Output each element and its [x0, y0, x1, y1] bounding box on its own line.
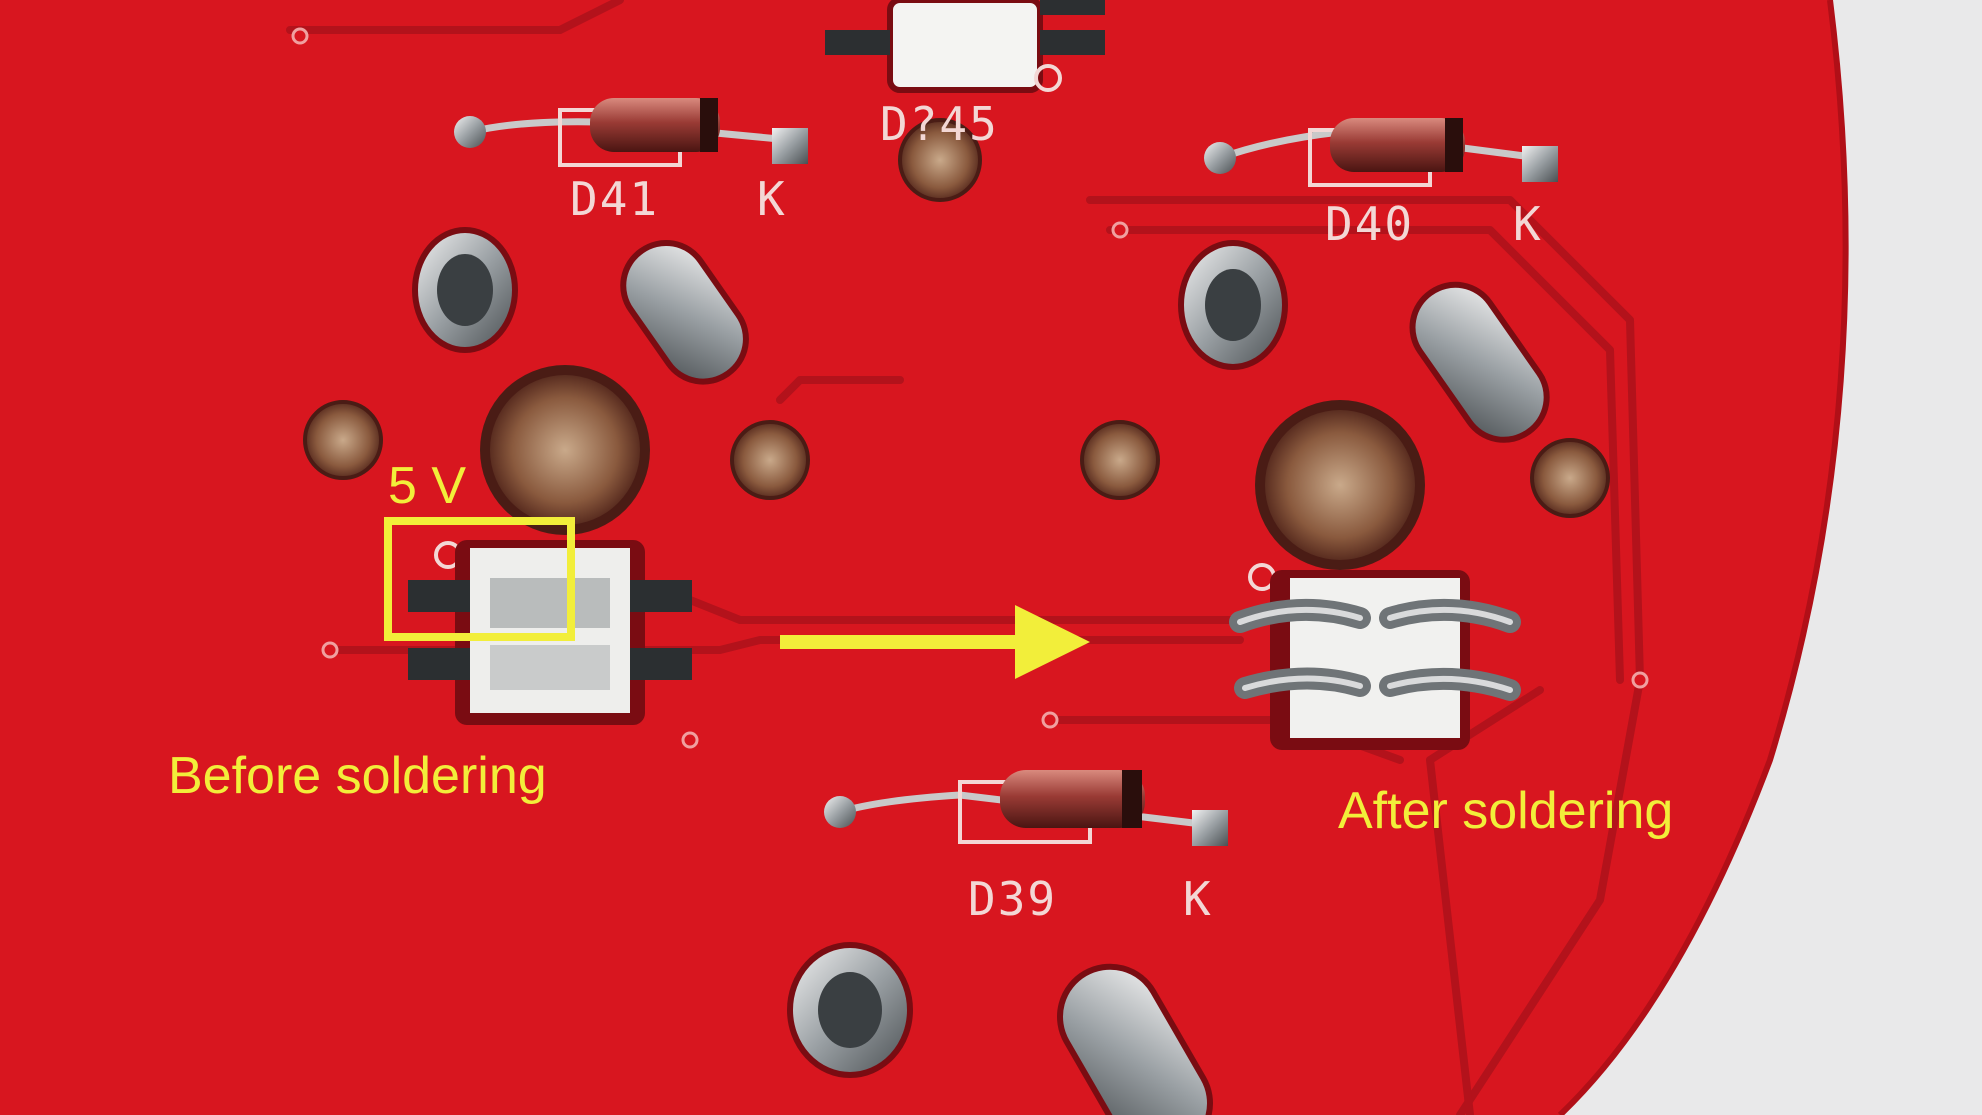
pcb-holes [303, 118, 1610, 570]
silk-d40: D40 [1325, 197, 1414, 251]
diode-d41 [454, 98, 808, 167]
arrow-annotation [780, 605, 1090, 679]
before-soldering-label: Before soldering [168, 747, 547, 805]
silk-d39: D39 [968, 872, 1057, 926]
voltage-pad-highlight [384, 517, 575, 641]
diode-d40 [1204, 118, 1558, 187]
after-soldering-label: After soldering [1338, 782, 1673, 840]
diode-d39 [824, 770, 1228, 846]
silk-d45: D?45 [880, 97, 999, 151]
silk-k-d40: K [1513, 197, 1543, 251]
led-before-soldering [408, 540, 692, 725]
silk-d41: D41 [570, 172, 659, 226]
silk-k-d39: K [1183, 872, 1213, 926]
pcb-vias [291, 27, 1649, 749]
silk-k-d41: K [757, 172, 787, 226]
top-led-partial [825, 0, 1105, 93]
voltage-label: 5 V [388, 457, 466, 515]
led-after-soldering [1229, 570, 1521, 750]
